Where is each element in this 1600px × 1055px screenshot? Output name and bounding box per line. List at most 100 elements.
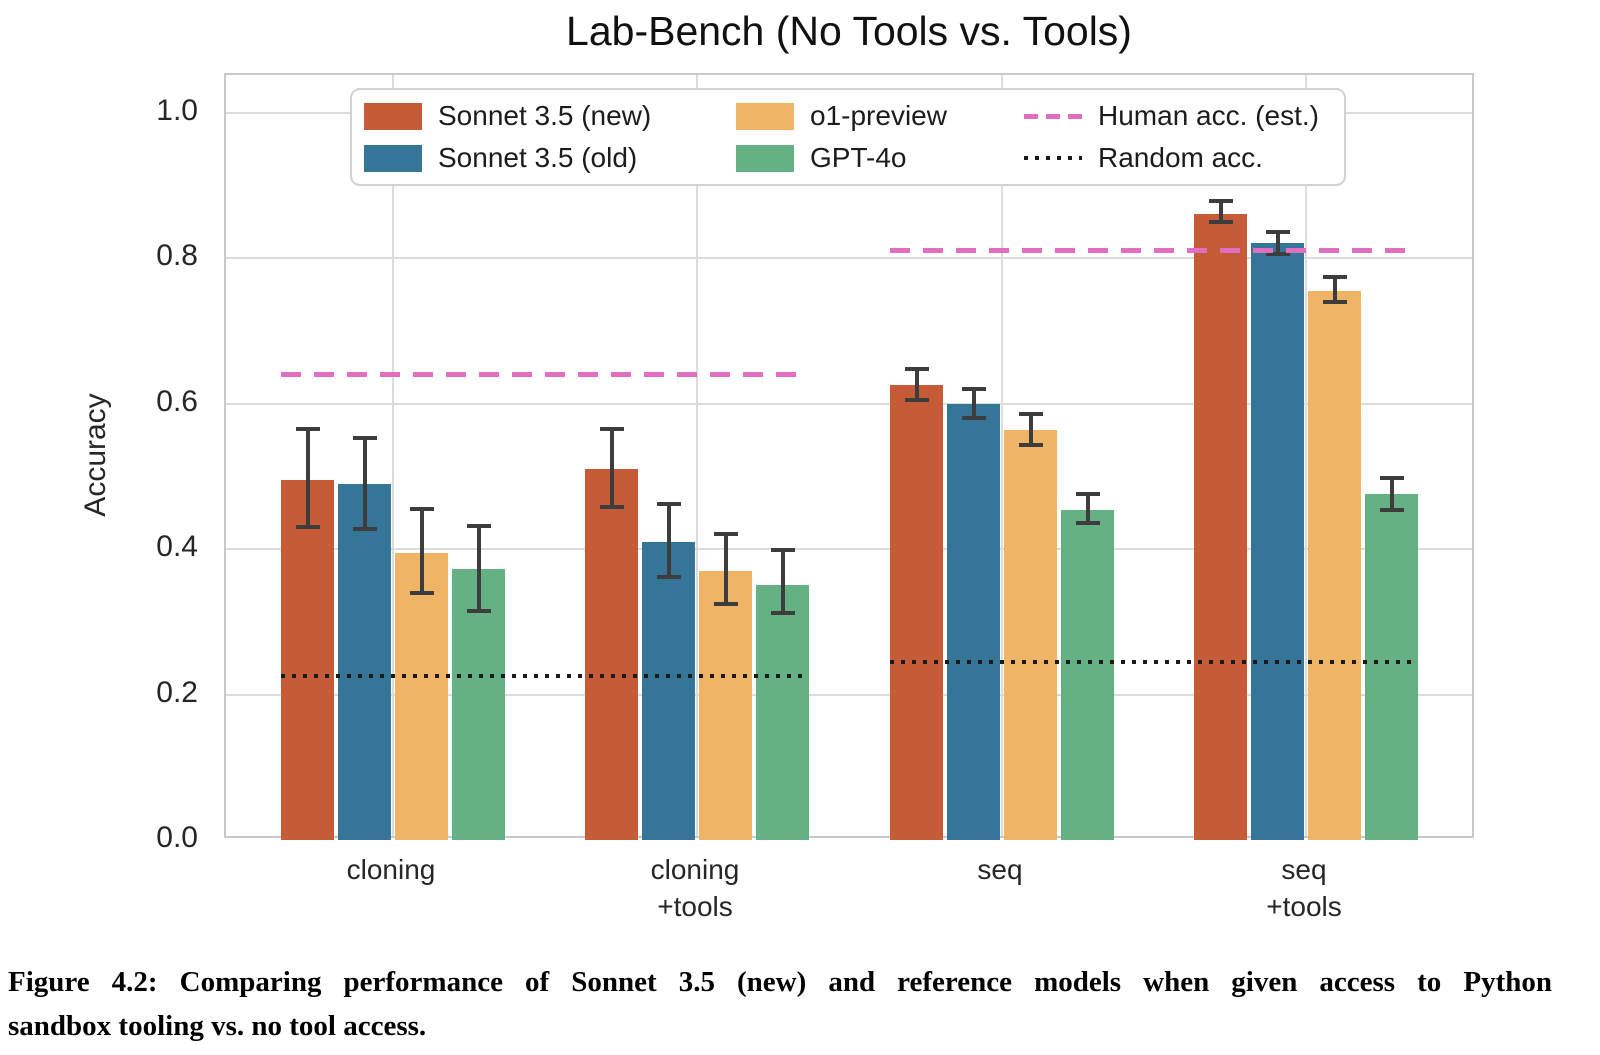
error-bar-cap-bottom <box>352 526 377 531</box>
error-bar-stem <box>362 437 367 529</box>
h-gridline <box>226 402 1472 405</box>
error-bar-stem <box>914 369 919 400</box>
error-bar-cap-top <box>466 523 491 528</box>
error-bar-cap-top <box>352 435 377 440</box>
bar-sonnet-3-5-new--0 <box>281 479 334 840</box>
legend-entry-gpt-4o: GPT-4o <box>736 142 1024 173</box>
error-bar-stem <box>971 388 976 419</box>
legend-swatch-random-acc-dotted-line-icon <box>1024 156 1082 160</box>
error-bar-cap-top <box>1322 274 1347 279</box>
error-bar-cap-bottom <box>904 397 929 402</box>
error-bar-cap-top <box>1018 411 1043 416</box>
legend-label: o1-preview <box>810 100 947 131</box>
y-tick-label: 0.0 <box>156 821 198 854</box>
bar-sonnet-3-5-new--3 <box>1194 213 1247 840</box>
error-bar-cap-bottom <box>466 608 491 613</box>
error-bar-stem <box>780 550 785 614</box>
bar-sonnet-3-5-old--2 <box>947 403 1000 840</box>
error-bar-stem <box>1085 493 1090 523</box>
bar-gpt-4o-1 <box>756 584 809 840</box>
legend-column-reference: Human acc. (est.) Random acc. <box>1024 100 1344 173</box>
legend-entry-o1-preview: o1-preview <box>736 100 1024 131</box>
reference-line-random-acc- <box>890 659 1418 664</box>
error-bar-cap-bottom <box>409 590 434 595</box>
error-bar-cap-top <box>656 501 681 506</box>
bar-o1-preview-3 <box>1308 290 1361 840</box>
bar-sonnet-3-5-new--2 <box>890 385 943 840</box>
error-bar-cap-bottom <box>1018 442 1043 447</box>
plot-area <box>224 73 1474 840</box>
y-tick-label: 1.0 <box>156 93 198 127</box>
bar-sonnet-3-5-old--1 <box>642 541 695 840</box>
bar-o1-preview-1 <box>699 570 752 840</box>
legend-label: Random acc. <box>1098 142 1263 173</box>
bar-o1-preview-0 <box>395 552 448 840</box>
h-gridline <box>226 257 1472 259</box>
legend-label: Sonnet 3.5 (old) <box>438 142 638 173</box>
v-gridline <box>1305 75 1307 836</box>
error-bar-cap-top <box>904 367 929 372</box>
legend-swatch-sonnet-new-icon <box>364 102 422 130</box>
legend-entry-random-acc: Random acc. <box>1024 142 1344 173</box>
v-gridline <box>1001 75 1003 836</box>
error-bar-cap-bottom <box>1322 300 1347 305</box>
bar-sonnet-3-5-old--3 <box>1251 243 1304 840</box>
error-bar-cap-bottom <box>770 611 795 616</box>
error-bar-stem <box>1218 201 1223 223</box>
legend-entry-human-acc: Human acc. (est.) <box>1024 100 1344 131</box>
legend: Sonnet 3.5 (new) Sonnet 3.5 (old) o1-pre… <box>350 88 1346 186</box>
bar-o1-preview-2 <box>1004 430 1057 840</box>
bar-gpt-4o-2 <box>1061 509 1114 840</box>
y-axis-label: Accuracy <box>79 393 112 517</box>
bar-sonnet-3-5-new--1 <box>585 468 638 840</box>
v-gridline <box>392 75 394 836</box>
error-bar-stem <box>419 508 424 593</box>
legend-swatch-gpt-4o-icon <box>736 144 794 172</box>
error-bar-cap-top <box>295 426 320 431</box>
legend-entry-sonnet-new: Sonnet 3.5 (new) <box>364 100 736 131</box>
caption-line: Figure 4.2: Comparing performance of Son… <box>8 966 1552 998</box>
error-bar-cap-top <box>713 531 738 536</box>
legend-label: GPT-4o <box>810 142 907 173</box>
legend-swatch-o1-preview-icon <box>736 102 794 130</box>
y-tick-label: 0.6 <box>156 384 198 418</box>
legend-column-models-2: o1-preview GPT-4o <box>736 100 1024 173</box>
error-bar-stem <box>1028 413 1033 445</box>
v-gridline <box>696 75 698 836</box>
error-bar-stem <box>1332 276 1337 303</box>
error-bar-cap-top <box>1379 475 1404 480</box>
h-gridline <box>226 693 1472 696</box>
error-bar-cap-bottom <box>295 525 320 530</box>
legend-swatch-sonnet-old-icon <box>364 144 422 172</box>
error-bar-stem <box>609 428 614 507</box>
error-bar-cap-top <box>770 548 795 553</box>
y-tick-label: 0.8 <box>156 239 198 272</box>
x-tick-label: seq <box>977 854 1023 885</box>
legend-label: Human acc. (est.) <box>1098 100 1319 131</box>
reference-line-human-acc-est- <box>281 371 809 377</box>
h-gridline <box>226 548 1472 550</box>
bar-gpt-4o-0 <box>452 569 505 840</box>
legend-swatch-human-acc-dashed-line-icon <box>1024 113 1082 119</box>
error-bar-cap-bottom <box>713 601 738 606</box>
legend-entry-sonnet-old: Sonnet 3.5 (old) <box>364 142 736 173</box>
error-bar-cap-top <box>409 506 434 511</box>
error-bar-stem <box>666 503 671 577</box>
error-bar-stem <box>305 428 310 528</box>
x-tick-label: seq +tools <box>1266 854 1342 922</box>
x-tick-label: cloning <box>346 854 436 885</box>
error-bar-cap-top <box>1208 199 1233 204</box>
error-bar-cap-bottom <box>1265 252 1290 257</box>
error-bar-stem <box>723 533 728 604</box>
caption-line: sandbox tooling vs. no tool access. <box>8 1010 427 1042</box>
bar-sonnet-3-5-old--0 <box>338 483 391 840</box>
error-bar-stem <box>1389 477 1394 511</box>
error-bar-cap-top <box>1075 491 1100 496</box>
y-tick-label: 0.2 <box>156 675 198 709</box>
reference-line-random-acc- <box>281 674 809 679</box>
error-bar-cap-bottom <box>1208 220 1233 225</box>
figure-caption: Figure 4.2: Comparing performance of Son… <box>8 960 1552 1048</box>
error-bar-cap-bottom <box>1379 508 1404 513</box>
error-bar-cap-bottom <box>1075 520 1100 525</box>
